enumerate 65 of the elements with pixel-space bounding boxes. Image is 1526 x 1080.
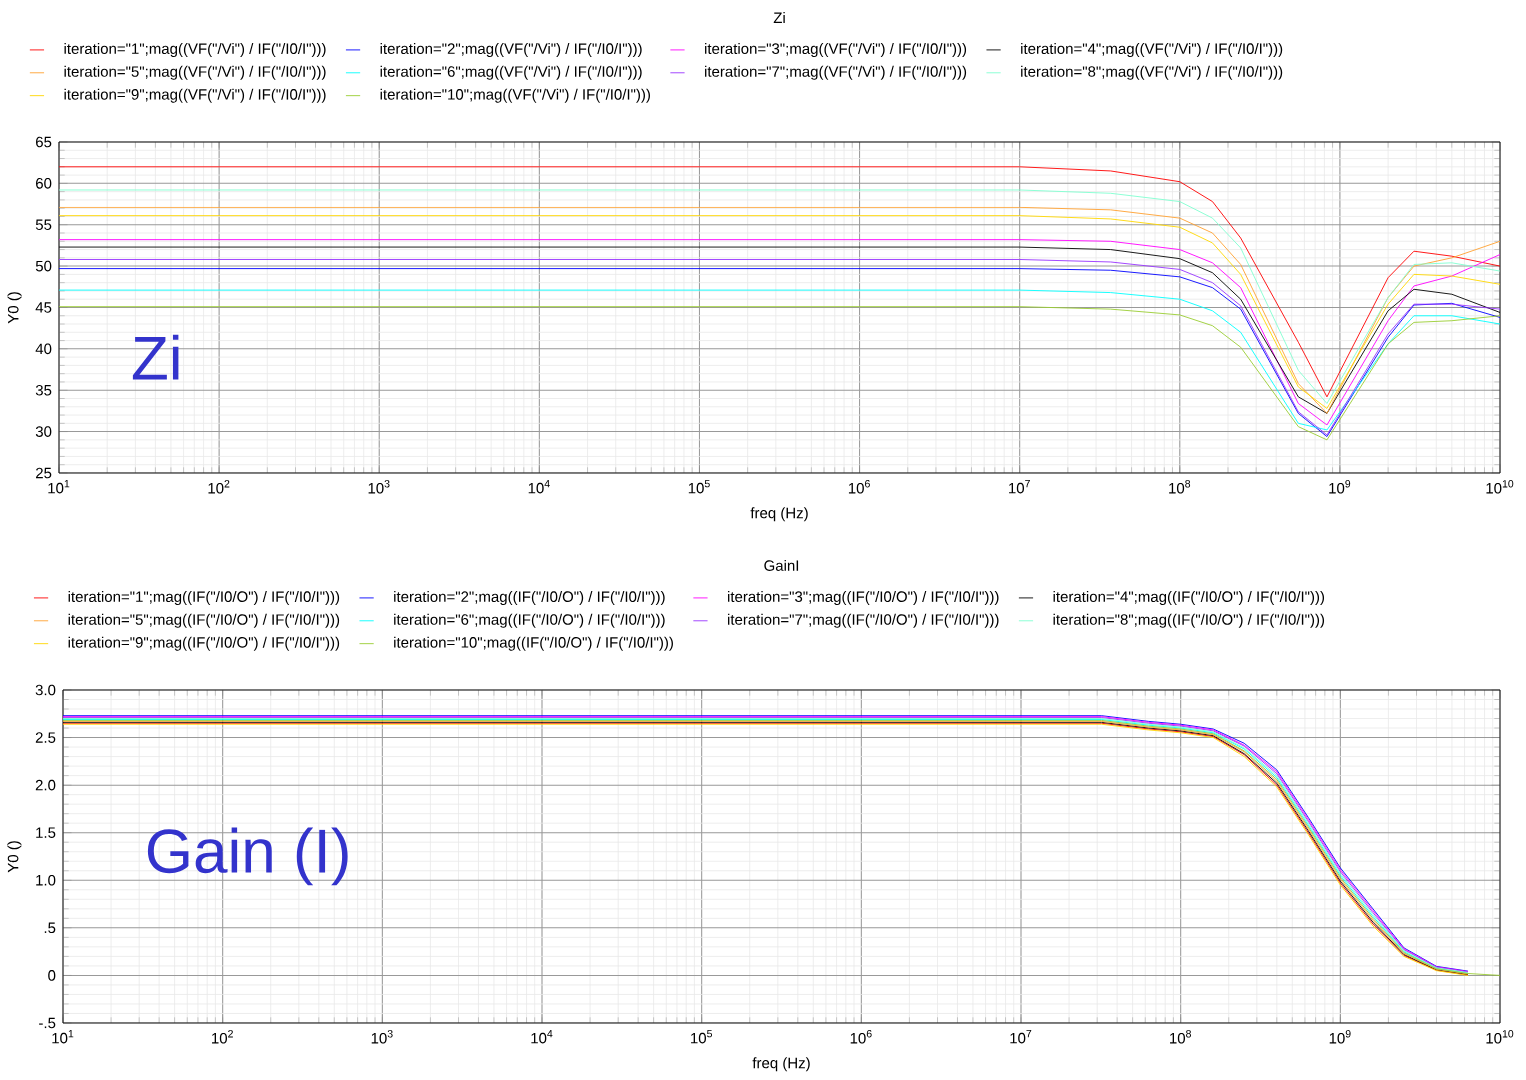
legend-label: iteration="9";mag((VF("/Vi") / IF("/I0/I"))) bbox=[64, 88, 326, 103]
y-axis-title: Y0 () bbox=[7, 292, 22, 324]
legend-label: iteration="9";mag((IF("/I0/O") / IF("/I0/I"))) bbox=[68, 636, 340, 651]
x-axis-title: freq (Hz) bbox=[750, 507, 808, 522]
y-tick-label: 3.0 bbox=[35, 684, 56, 696]
legend-label: iteration="2";mag((IF("/I0/O") / IF("/I0/I"))) bbox=[394, 591, 665, 605]
legend-label: iteration="4";mag((VF("/Vi") / IF("/I0/I"))) bbox=[1021, 43, 1283, 57]
y-tick-label: 1.0 bbox=[36, 874, 56, 886]
x-tick-label: 10$^{9}$ bbox=[1329, 1030, 1351, 1044]
x-tick-label: 10$^{8}$ bbox=[1170, 1030, 1191, 1044]
y-tick-label: 60 bbox=[36, 178, 52, 189]
y-tick-label: 65 bbox=[36, 136, 52, 148]
x-axis-title: freq (Hz) bbox=[752, 1057, 810, 1072]
x-tick-label: 10$^{2}$ bbox=[212, 1030, 233, 1044]
legend-label: iteration="7";mag((VF("/Vi") / IF("/I0/I"))) bbox=[705, 65, 967, 80]
y-axis-title: Y0 () bbox=[7, 841, 22, 873]
x-tick-label: 10$^{7}$ bbox=[1009, 480, 1030, 494]
x-tick-label: 10$^{5}$ bbox=[688, 480, 710, 494]
legend-label: iteration="6";mag((IF("/I0/O") / IF("/I0/I"))) bbox=[394, 613, 665, 628]
y-tick-label: 2.0 bbox=[35, 779, 56, 791]
x-tick-label: 10$^{8}$ bbox=[1169, 480, 1191, 494]
chart-title: GainI bbox=[764, 559, 799, 571]
x-tick-label: 10$^{4}$ bbox=[531, 1030, 553, 1044]
annotation: Zi bbox=[132, 334, 179, 380]
y-tick-label: 2.5 bbox=[35, 732, 56, 743]
y-tick-label: 40 bbox=[35, 343, 52, 355]
y-tick-label: 30 bbox=[35, 426, 52, 437]
annotation: Gain (I) bbox=[147, 827, 348, 886]
x-tick-label: 10$^{4}$ bbox=[528, 480, 550, 494]
legend-label: iteration="4";mag((IF("/I0/O") / IF("/I0/I"))) bbox=[1053, 591, 1325, 605]
legend-label: iteration="1";mag((VF("/Vi") / IF("/I0/I"))) bbox=[64, 43, 326, 57]
y-tick-label: 35 bbox=[35, 384, 52, 396]
y-tick-label: -.5 bbox=[39, 1017, 56, 1029]
x-tick-label: 10$^{1}$ bbox=[52, 1030, 74, 1044]
y-tick-label: 55 bbox=[35, 219, 52, 230]
legend-label: iteration="10";mag((IF("/I0/O") / IF("/I0/I"))) bbox=[394, 636, 673, 651]
legend-label: iteration="7";mag((IF("/I0/O") / IF("/I0/I"))) bbox=[728, 613, 999, 628]
y-tick-label: 25 bbox=[36, 467, 52, 479]
x-tick-label: 10$^{3}$ bbox=[368, 480, 390, 494]
x-tick-label: 10$^{9}$ bbox=[1329, 480, 1351, 494]
y-tick-label: 45 bbox=[35, 302, 52, 313]
y-tick-label: .5 bbox=[44, 922, 56, 934]
legend-label: iteration="5";mag((IF("/I0/O") / IF("/I0/I"))) bbox=[68, 613, 340, 628]
legend-label: iteration="5";mag((VF("/Vi") / IF("/I0/I"))) bbox=[64, 65, 326, 80]
legend-label: iteration="6";mag((VF("/Vi") / IF("/I0/I"))) bbox=[380, 65, 642, 80]
x-tick-label: 10$^{10}$ bbox=[1486, 480, 1514, 494]
y-tick-label: 50 bbox=[35, 260, 52, 272]
x-tick-label: 10$^{7}$ bbox=[1010, 1030, 1032, 1044]
legend-label: iteration="8";mag((VF("/Vi") / IF("/I0/I"))) bbox=[1021, 65, 1283, 80]
x-tick-label: 10$^{6}$ bbox=[850, 1030, 872, 1044]
x-tick-label: 10$^{5}$ bbox=[691, 1030, 712, 1044]
y-tick-label: 0 bbox=[48, 970, 56, 981]
x-tick-label: 10$^{1}$ bbox=[48, 480, 70, 494]
x-tick-label: 10$^{2}$ bbox=[208, 480, 230, 494]
legend-label: iteration="3";mag((IF("/I0/O") / IF("/I0/I"))) bbox=[728, 591, 999, 605]
y-tick-label: 1.5 bbox=[36, 827, 56, 838]
legend-label: iteration="10";mag((VF("/Vi") / IF("/I0/I"))) bbox=[380, 88, 650, 103]
legend-label: iteration="8";mag((IF("/I0/O") / IF("/I0/I"))) bbox=[1053, 613, 1325, 628]
legend-label: iteration="3";mag((VF("/Vi") / IF("/I0/I"))) bbox=[705, 43, 967, 57]
x-tick-label: 10$^{6}$ bbox=[848, 480, 870, 494]
legend-label: iteration="2";mag((VF("/Vi") / IF("/I0/I"))) bbox=[380, 43, 642, 57]
x-tick-label: 10$^{10}$ bbox=[1486, 1030, 1514, 1044]
legend-label: iteration="1";mag((IF("/I0/O") / IF("/I0/I"))) bbox=[68, 591, 340, 605]
chart-title: Zi bbox=[773, 12, 785, 23]
x-tick-label: 10$^{3}$ bbox=[371, 1030, 393, 1044]
